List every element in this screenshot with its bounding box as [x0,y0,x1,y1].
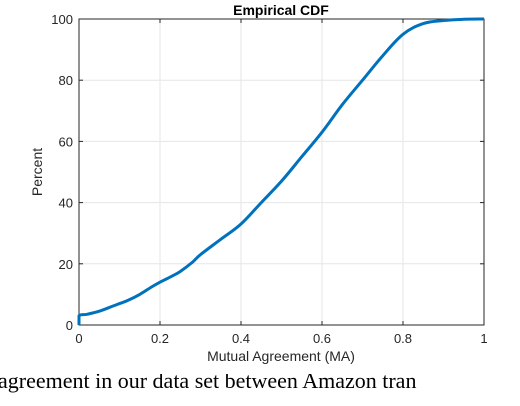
x-tick-label: 0.8 [394,331,412,346]
x-tick-label: 0.4 [232,331,250,346]
x-tick-label: 0.6 [313,331,331,346]
cdf-series-line [77,17,485,325]
y-tick-label: 80 [59,73,73,88]
caption-text: agreement in our data set between Amazon… [0,374,417,393]
y-tick-label: 60 [59,134,73,149]
y-tick-label: 20 [59,257,73,272]
chart-title: Empirical CDF [233,2,329,18]
x-tick-label: 0 [75,331,82,346]
ecdf-chart: 0 0.2 0.4 0.6 0.8 1 0 20 40 60 80 100 Empirical CDF… [29,2,488,364]
plot-frame [78,18,485,326]
x-tick-label: 0.2 [151,331,169,346]
x-tick-label: 1 [480,331,487,346]
tick-labels: 0 0.2 0.4 0.6 0.8 1 0 20 40 60 80 100 [51,12,487,346]
plot-area [79,19,484,325]
y-tick-label: 0 [66,318,73,333]
y-tick-label: 40 [59,196,73,211]
y-tick-label: 100 [51,12,73,27]
series-group [77,17,485,325]
y-axis-label: Percent [29,148,45,196]
figure-caption: agreement in our data set between Amazon… [0,374,520,406]
x-axis-label: Mutual Agreement (MA) [207,348,355,364]
